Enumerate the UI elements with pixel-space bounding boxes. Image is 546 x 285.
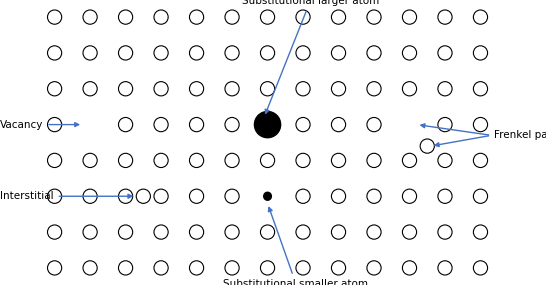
Text: Substitutional larger atom: Substitutional larger atom bbox=[241, 0, 379, 113]
Text: Vacancy: Vacancy bbox=[0, 120, 79, 130]
Ellipse shape bbox=[264, 192, 271, 200]
Text: Substitutional smaller atom: Substitutional smaller atom bbox=[223, 207, 369, 285]
Ellipse shape bbox=[254, 111, 281, 138]
Text: Frenkel pair: Frenkel pair bbox=[494, 130, 546, 140]
Text: Interstitial: Interstitial bbox=[0, 191, 132, 201]
